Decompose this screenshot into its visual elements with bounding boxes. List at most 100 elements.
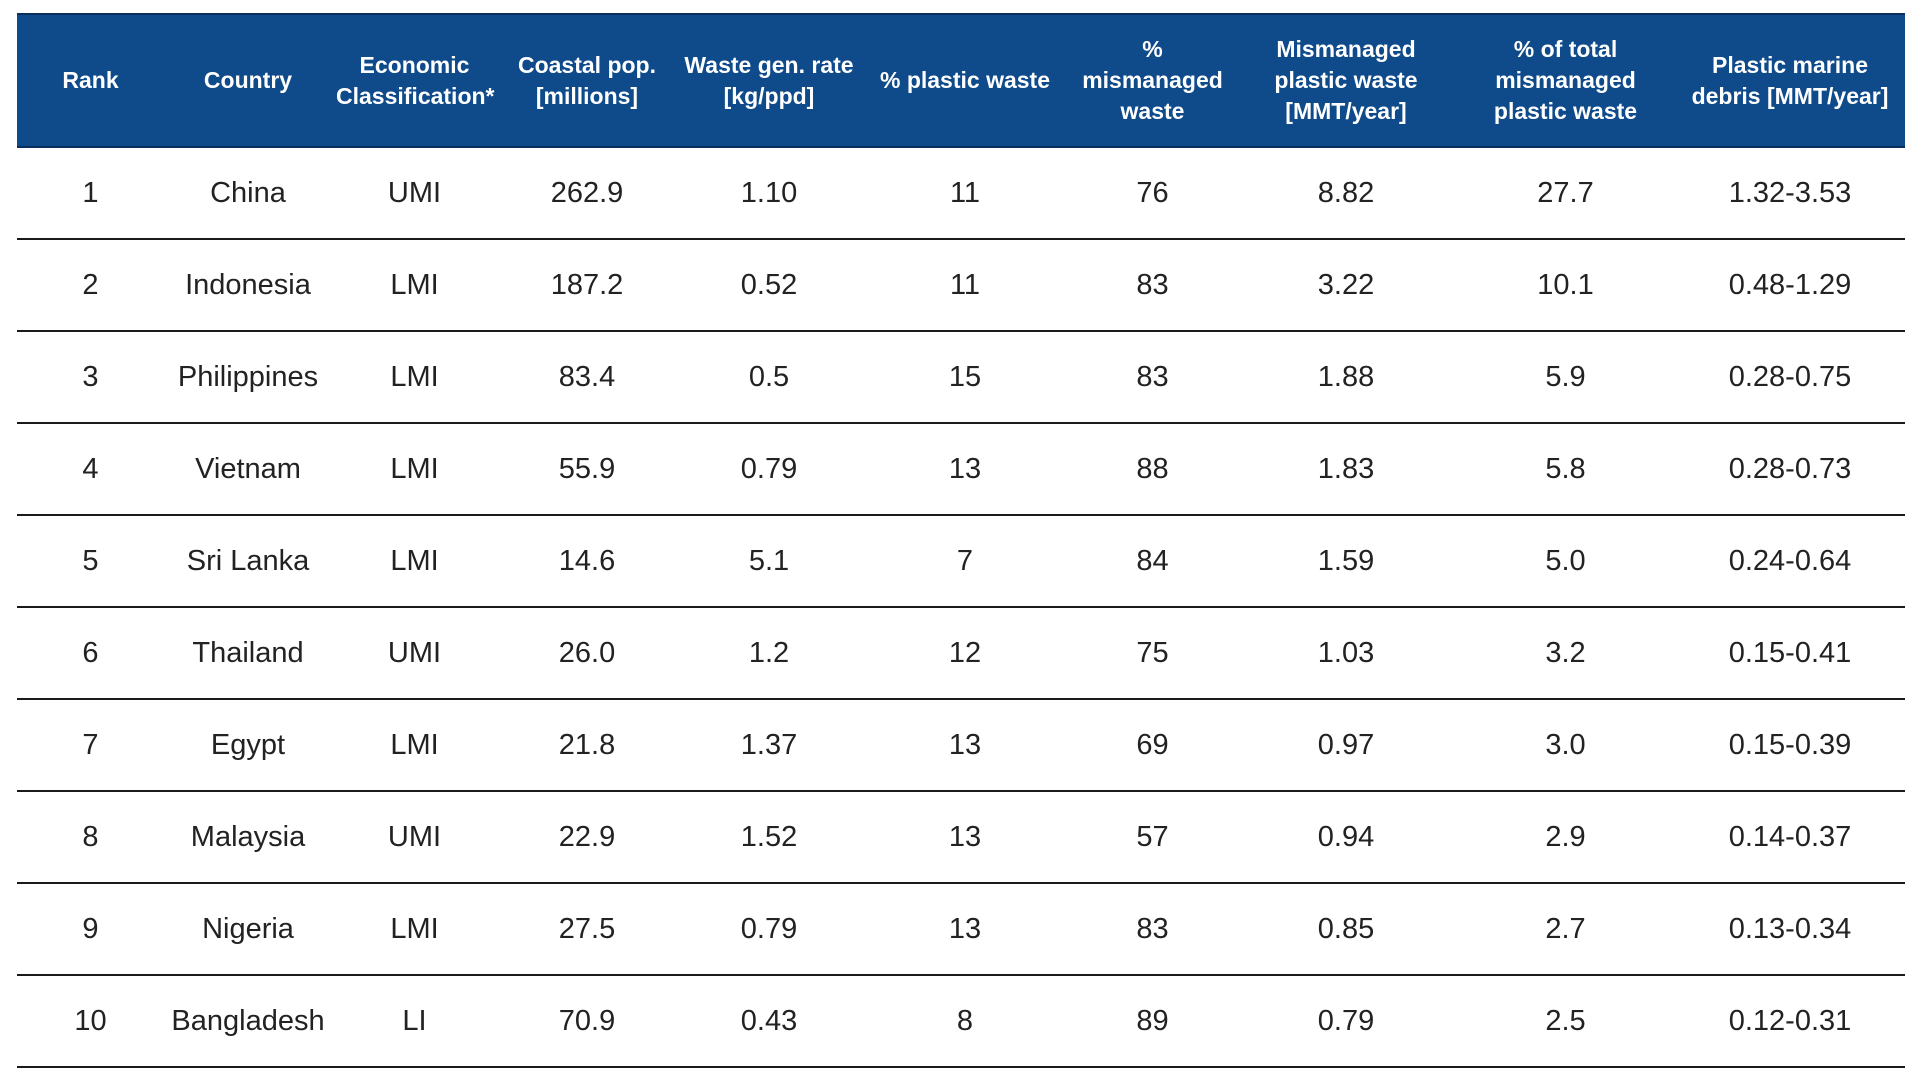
table-row: 10 Bangladesh LI 70.9 0.43 8 89 0.79 2.5 0.12-0.3… [17,975,1905,1068]
table-cell: 11 [861,147,1069,240]
table-cell: UMI [332,791,497,884]
column-header-line: % [1142,36,1163,62]
table-cell: 83 [1069,239,1236,332]
table-cell: 5.1 [677,515,861,608]
table-cell: 8 [861,975,1069,1068]
table-cell: Vietnam [164,423,332,516]
table-cell: 7 [861,515,1069,608]
table-cell: 3.0 [1456,699,1675,792]
column-header-line: plastic waste [1493,98,1638,124]
table-cell: 83.4 [497,331,677,424]
table-cell: LMI [332,515,497,608]
table-cell: 11 [861,239,1069,332]
table-cell: 13 [861,791,1069,884]
column-header: Rank [17,13,164,148]
table-cell: 1.10 [677,147,861,240]
column-header-line: Waste gen. rate [684,51,854,78]
table-cell: UMI [332,147,497,240]
table-cell: 2.7 [1456,883,1675,976]
table-cell: Malaysia [164,791,332,884]
table-cell: 0.24-0.64 [1675,515,1905,608]
column-header-line: debris [MMT/year] [1691,82,1889,109]
table-row: 8 Malaysia UMI 22.9 1.52 13 57 0.94 2.9 0.14-0.37 [17,791,1905,884]
table-cell: 262.9 [497,147,677,240]
column-header: % mismanaged waste [1069,13,1236,148]
column-header: Waste gen. rate [kg/ppd] [677,13,861,148]
column-header-line: mismanaged [1082,67,1223,93]
table-cell: 70.9 [497,975,677,1068]
table-cell: 12 [861,607,1069,700]
table-cell: 5 [17,515,164,608]
table-row: 4 Vietnam LMI 55.9 0.79 13 88 1.83 5.8 0.28-0.73 [17,423,1905,516]
table-cell: LI [332,975,497,1068]
table-cell: 22.9 [497,791,677,884]
table-row: 6 Thailand UMI 26.0 1.2 12 75 1.03 3.2 0.15-0.41 [17,607,1905,700]
table-cell: 1.2 [677,607,861,700]
table-cell: China [164,147,332,240]
table-cell: 3 [17,331,164,424]
table-cell: 83 [1069,883,1236,976]
table-cell: 26.0 [497,607,677,700]
table-row: 3 Philippines LMI 83.4 0.5 15 83 1.88 5.9 0.28-0.… [17,331,1905,424]
table-cell: 13 [861,423,1069,516]
table-row: 2 Indonesia LMI 187.2 0.52 11 83 3.22 10.1 0.48-1… [17,239,1905,332]
table-cell: 83 [1069,331,1236,424]
table-body: 1 China UMI 262.9 1.10 11 76 8.82 27.7 1.32-3.53 2… [17,147,1905,1068]
table-cell: 14.6 [497,515,677,608]
column-header-line: Country [203,67,293,93]
table-cell: 1 [17,147,164,240]
table-cell: 57 [1069,791,1236,884]
table-cell: LMI [332,423,497,516]
table-cell: 0.79 [677,423,861,516]
table-header-row: Rank Country Economic Classification* Coasta… [17,13,1905,148]
table-row: 1 China UMI 262.9 1.10 11 76 8.82 27.7 1.32-3.53 [17,147,1905,240]
table-cell: 0.79 [677,883,861,976]
table-cell: 0.94 [1236,791,1456,884]
column-header-line: Coastal pop. [517,51,656,78]
column-header: Coastal pop. [millions] [497,13,677,148]
table-cell: 0.48-1.29 [1675,239,1905,332]
table-cell: LMI [332,331,497,424]
table-cell: 5.0 [1456,515,1675,608]
table-cell: 15 [861,331,1069,424]
table-cell: Sri Lanka [164,515,332,608]
table-cell: 7 [17,699,164,792]
column-header-line: [MMT/year] [1285,98,1407,124]
table-cell: Egypt [164,699,332,792]
table-cell: 0.85 [1236,883,1456,976]
plastic-waste-table-container: Rank Country Economic Classification* Coasta… [17,13,1905,1068]
column-header-line: plastic waste [1274,67,1418,93]
column-header: Country [164,13,332,148]
table-cell: 0.13-0.34 [1675,883,1905,976]
table-cell: 9 [17,883,164,976]
plastic-waste-table: Rank Country Economic Classification* Coasta… [17,13,1905,1068]
column-header: Mismanaged plastic waste [MMT/year] [1236,13,1456,148]
table-cell: 88 [1069,423,1236,516]
column-header-line: Rank [62,67,119,93]
column-header: % of total mismanaged plastic waste [1456,13,1675,148]
table-cell: 27.5 [497,883,677,976]
table-cell: 1.88 [1236,331,1456,424]
table-row: 9 Nigeria LMI 27.5 0.79 13 83 0.85 2.7 0.13-0.34 [17,883,1905,976]
table-cell: 3.22 [1236,239,1456,332]
table-cell: 13 [861,699,1069,792]
table-cell: 55.9 [497,423,677,516]
table-cell: 187.2 [497,239,677,332]
column-header: % plastic waste [861,13,1069,148]
column-header-line: mismanaged [1495,67,1636,93]
table-cell: 2.9 [1456,791,1675,884]
table-cell: 0.28-0.73 [1675,423,1905,516]
table-cell: 10.1 [1456,239,1675,332]
column-header-line: waste [1120,98,1185,124]
table-row: 7 Egypt LMI 21.8 1.37 13 69 0.97 3.0 0.15-0.39 [17,699,1905,792]
table-cell: 0.15-0.41 [1675,607,1905,700]
table-cell: 5.8 [1456,423,1675,516]
table-cell: 1.52 [677,791,861,884]
table-cell: 84 [1069,515,1236,608]
table-cell: 1.83 [1236,423,1456,516]
column-header-line: Classification* [336,82,495,109]
table-cell: 5.9 [1456,331,1675,424]
table-cell: 0.28-0.75 [1675,331,1905,424]
table-cell: 4 [17,423,164,516]
table-cell: 0.12-0.31 [1675,975,1905,1068]
